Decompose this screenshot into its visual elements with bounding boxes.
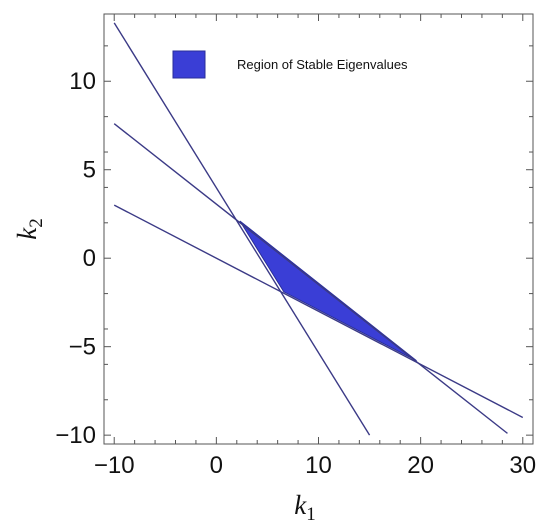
- y-tick-label: 0: [83, 245, 96, 272]
- x-tick-label: −10: [94, 452, 135, 479]
- x-tick-label: 0: [210, 452, 223, 479]
- y-axis-label-main: k: [12, 227, 42, 240]
- plot-frame: [103, 13, 534, 445]
- legend-label: Region of Stable Eigenvalues: [237, 57, 408, 72]
- boundary-lines: [113, 22, 524, 436]
- y-tick-label: −5: [69, 334, 96, 361]
- x-axis-label-main: k: [294, 490, 307, 520]
- y-tick-label: 5: [83, 157, 96, 184]
- regions: [239, 220, 417, 362]
- stable-region: [239, 220, 417, 362]
- x-axis-label: k1: [294, 490, 315, 525]
- boundary-line-1: [113, 22, 371, 436]
- y-axis-ticks: −10 −5 0 5 10: [55, 68, 533, 449]
- y-tick-label: −10: [55, 422, 96, 449]
- y-axis-label-sub: 2: [26, 218, 47, 228]
- y-axis-label: k2: [12, 218, 47, 239]
- x-axis-label-sub: 1: [306, 504, 316, 525]
- x-tick-label: 10: [305, 452, 332, 479]
- legend: Region of Stable Eigenvalues: [172, 50, 408, 79]
- minor-ticks: [104, 14, 533, 444]
- x-axis-ticks: −10 0 10 20 30: [94, 14, 536, 479]
- x-tick-label: 20: [407, 452, 434, 479]
- legend-swatch: [172, 50, 206, 79]
- boundary-line-3: [113, 204, 524, 419]
- boundary-line-2: [113, 123, 508, 434]
- y-tick-label: 10: [69, 68, 96, 95]
- x-tick-label: 30: [509, 452, 536, 479]
